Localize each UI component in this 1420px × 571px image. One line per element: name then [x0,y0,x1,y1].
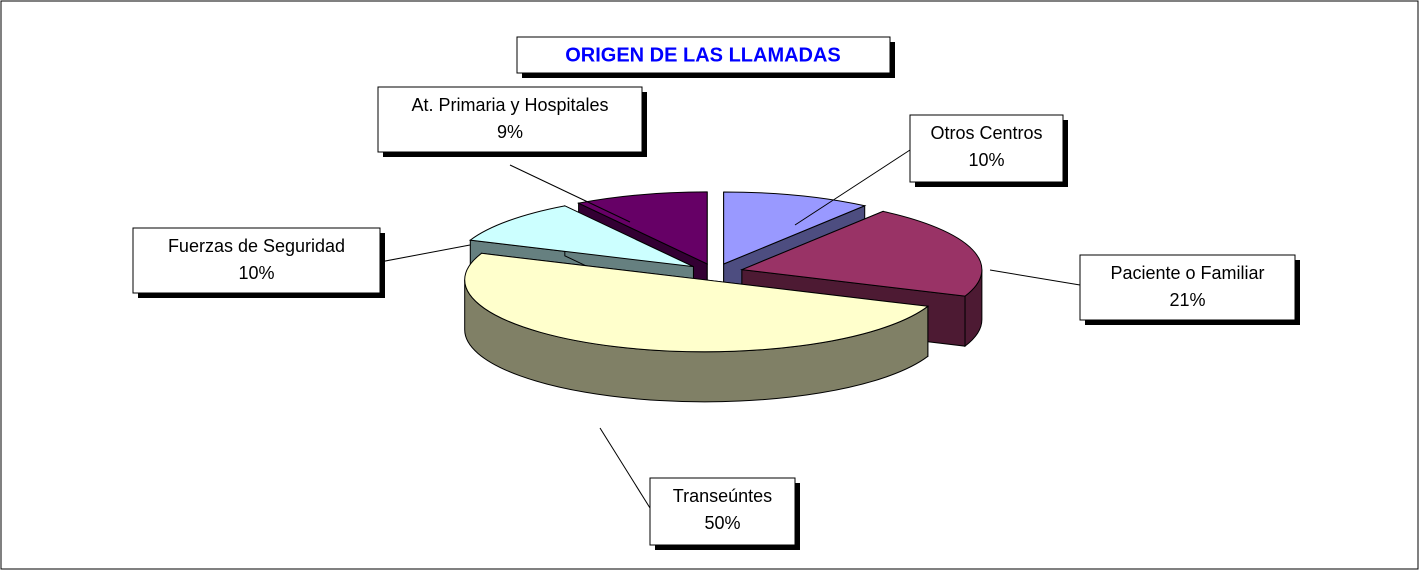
slice-label: At. Primaria y Hospitales [411,95,608,115]
slice-value: 10% [968,150,1004,170]
slice-label: Transeúntes [673,486,772,506]
leader-line [794,149,911,226]
slice-value: 10% [238,263,274,283]
label-box [1079,254,1296,321]
pie-slice [576,191,708,265]
pie-slice [739,210,983,297]
slice-value: 50% [704,513,740,533]
label-box [377,86,643,153]
slice-value: 9% [497,122,523,142]
pie-slice [723,191,867,265]
leader-line [379,244,471,263]
pie-slice [468,205,694,268]
slice-label: Paciente o Familiar [1110,263,1264,283]
leader-line [989,269,1081,286]
label-box [132,227,381,294]
title-box [516,36,891,74]
leader-line [509,164,631,223]
leader-line [599,427,651,509]
slice-value: 21% [1169,290,1205,310]
slice-label: Fuerzas de Seguridad [168,236,345,256]
label-box [909,114,1064,183]
slice-label: Otros Centros [930,123,1042,143]
label-box [649,477,796,546]
pie-slice [464,252,930,353]
chart-title: ORIGEN DE LAS LLAMADAS [565,44,841,66]
